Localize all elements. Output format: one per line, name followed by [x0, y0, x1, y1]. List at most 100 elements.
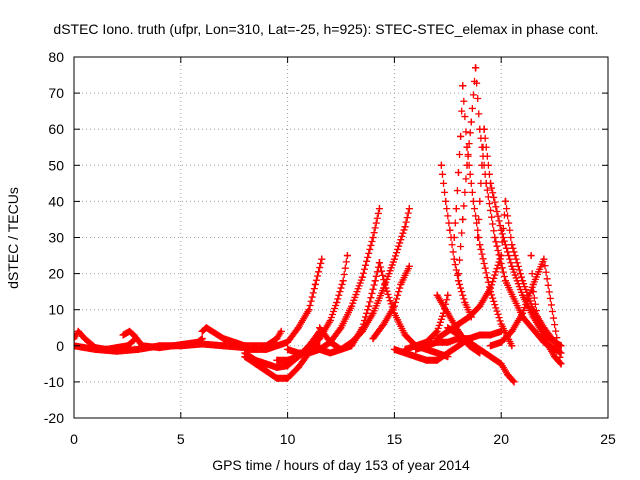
data-point: [450, 255, 458, 263]
data-point: [445, 219, 453, 227]
data-point: [198, 340, 206, 348]
data-point: [461, 113, 469, 121]
x-axis-label: GPS time / hours of day 153 of year 2014: [212, 457, 470, 473]
data-point: [341, 264, 349, 272]
data-point: [485, 170, 493, 178]
data-point: [339, 277, 347, 285]
data-point: [305, 306, 313, 314]
data-point: [366, 245, 374, 253]
data-point: [442, 197, 450, 205]
x-tick-label: 5: [177, 431, 185, 447]
data-point: [497, 320, 505, 328]
data-series-arc-14: [390, 335, 473, 364]
data-point: [307, 297, 315, 305]
data-point: [498, 230, 506, 238]
data-point: [369, 234, 377, 241]
data-point: [396, 239, 404, 247]
data-point: [393, 249, 401, 257]
data-point: [396, 284, 404, 292]
data-point: [534, 313, 542, 321]
data-point: [495, 217, 503, 225]
data-point: [551, 321, 559, 329]
data-point: [543, 275, 551, 283]
data-point: [284, 338, 292, 346]
data-point: [315, 268, 323, 276]
data-point: [538, 327, 546, 335]
data-series-arc-6: [241, 342, 324, 382]
data-point: [516, 270, 524, 278]
y-tick-label: 60: [48, 121, 64, 137]
data-point: [331, 304, 339, 312]
data-point: [305, 349, 313, 357]
data-point: [499, 268, 507, 276]
data-point: [368, 237, 376, 245]
data-point: [220, 342, 228, 350]
data-point: [454, 277, 462, 285]
data-point: [316, 345, 324, 353]
data-point: [469, 197, 477, 205]
data-point: [433, 291, 441, 299]
data-point: [529, 280, 537, 288]
data-point: [402, 218, 410, 226]
data-point: [460, 97, 468, 105]
data-point: [481, 264, 489, 272]
data-point: [508, 342, 516, 350]
data-point: [479, 255, 487, 263]
data-point: [552, 327, 560, 335]
data-point: [463, 143, 471, 151]
data-series: [74, 64, 565, 386]
data-point: [395, 242, 403, 250]
data-point: [545, 288, 553, 296]
data-point: [489, 278, 497, 286]
data-point: [432, 328, 440, 336]
data-point: [458, 229, 466, 237]
data-point: [177, 342, 185, 350]
data-point: [380, 320, 388, 328]
data-point: [369, 309, 377, 317]
data-point: [478, 250, 486, 258]
data-point: [326, 349, 334, 357]
data-point: [475, 215, 483, 223]
data-point: [284, 356, 292, 364]
data-point: [474, 234, 482, 241]
data-point: [466, 170, 474, 178]
data-point: [358, 273, 366, 281]
data-point: [372, 272, 380, 280]
data-point: [369, 285, 377, 293]
data-point: [557, 360, 565, 368]
data-point: [497, 252, 505, 260]
data-point: [375, 259, 383, 267]
data-point: [487, 331, 495, 339]
data-point: [504, 371, 512, 379]
data-point: [326, 317, 334, 325]
data-point: [443, 296, 451, 304]
data-point: [401, 223, 409, 231]
y-tick-label: -20: [44, 410, 64, 426]
data-point: [370, 281, 378, 289]
data-point: [482, 269, 490, 277]
data-series-arc-9: [284, 205, 383, 357]
data-point: [337, 345, 345, 353]
data-point: [198, 327, 206, 335]
data-point: [369, 335, 377, 343]
data-point: [336, 325, 344, 333]
data-point: [362, 313, 370, 321]
data-point: [490, 193, 498, 201]
data-point: [452, 266, 460, 274]
data-point: [294, 349, 302, 357]
data-point: [461, 298, 469, 306]
data-point: [454, 270, 462, 278]
chart-title: dSTEC Iono. truth (ufpr, Lon=310, Lat=-2…: [53, 21, 598, 37]
data-point: [459, 215, 467, 223]
data-point: [489, 220, 497, 228]
data-point: [456, 280, 464, 288]
data-point: [294, 324, 302, 332]
data-point: [382, 284, 390, 292]
data-point: [498, 238, 506, 246]
data-point: [544, 281, 552, 289]
data-point: [553, 334, 561, 342]
y-tick-label: 20: [48, 266, 64, 282]
y-tick-label: 80: [48, 49, 64, 65]
data-point: [441, 188, 449, 196]
data-point: [457, 284, 465, 292]
